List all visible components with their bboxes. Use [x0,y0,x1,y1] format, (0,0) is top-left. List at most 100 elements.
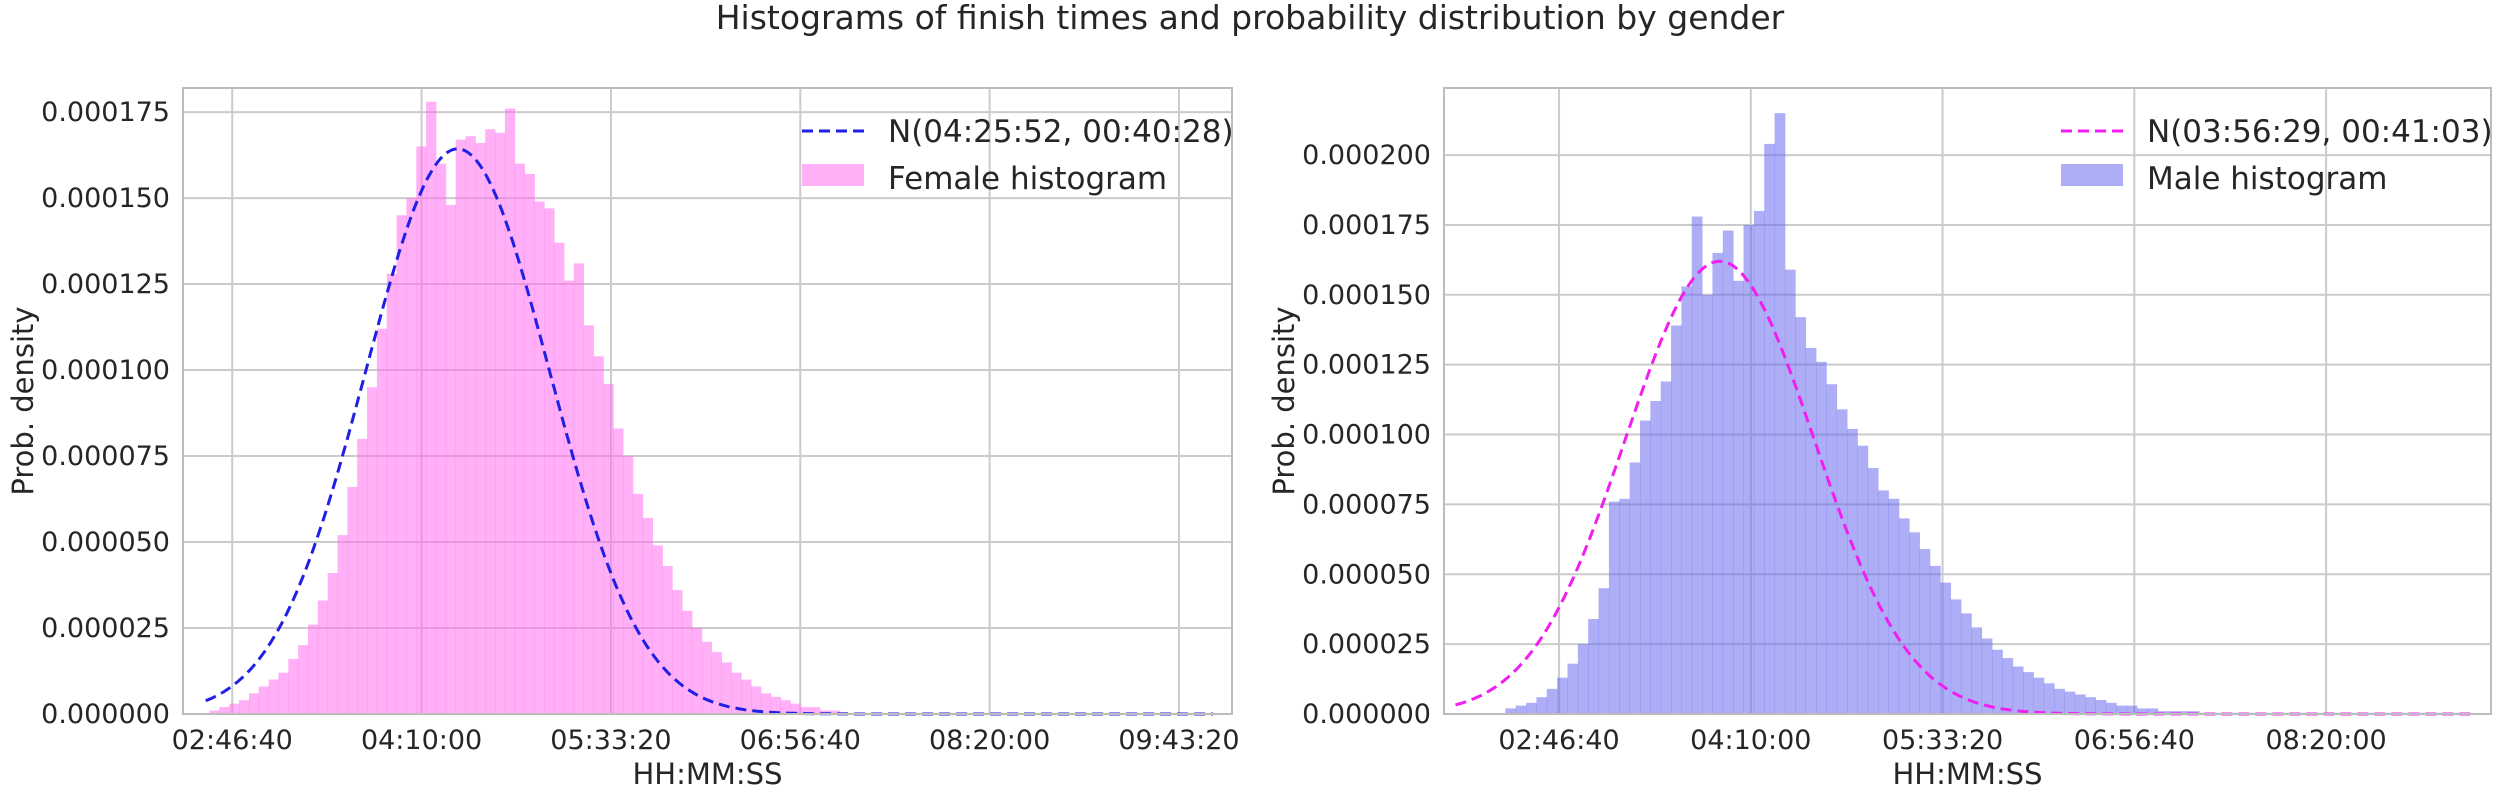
histogram-bar [563,280,575,714]
histogram-bar [1929,565,1941,714]
histogram-bar [2126,705,2138,714]
histogram-bar [721,662,732,714]
histogram-bar [416,146,427,714]
histogram-bar [406,198,417,715]
histogram-bar [209,710,220,714]
histogram-bar [554,242,565,714]
histogram-bar [2137,708,2148,714]
histogram-bar [248,693,260,714]
histogram-bar [396,215,407,714]
y-tick-label: 0.000175 [1302,210,1431,241]
y-axis-label: Prob. density [1267,306,1301,495]
histogram-bar [426,101,437,714]
x-axis-label: HH:MM:SS [632,757,782,789]
histogram-bar [2147,708,2159,714]
histogram-bar [1619,498,1631,714]
histogram-bar [278,672,289,714]
legend-fit-label: N(04:25:52, 00:40:28) [888,114,1234,150]
histogram-bar [1992,649,2003,714]
histogram-bar [357,438,368,714]
y-tick-label: 0.000050 [1302,559,1431,590]
legend-fit-label: N(03:56:29, 00:41:03) [2147,114,2493,150]
histogram-bar [337,535,348,714]
histogram-bar [2074,694,2086,714]
histogram-bar [603,383,614,714]
histogram-bar [504,108,516,715]
histogram-bar [573,263,585,714]
histogram-bar [2054,688,2065,714]
histogram-bar [445,204,457,714]
histogram-bar [711,652,722,714]
histogram-bar [1567,663,1579,714]
histogram-bar [1805,347,1817,714]
plot-frame [1443,87,2492,715]
histogram-bar [1919,549,1931,714]
y-tick-label: 0.000025 [1302,629,1431,660]
histogram-bar [1526,702,1537,714]
histogram-bar [455,139,466,715]
histogram-bar [229,703,240,714]
histogram-bar [2023,672,2034,714]
histogram-bar [682,610,693,714]
histogram-bar [800,707,811,714]
histogram-bar [1971,627,1983,714]
histogram-bar [239,700,250,714]
histogram-bar [298,645,309,714]
histogram-bar [810,707,821,714]
y-tick-label: 0.000150 [41,183,170,214]
histogram-bar [1536,697,1548,714]
histogram-bar [1898,518,1910,714]
histogram-bar [1784,269,1796,714]
histogram-bar [2064,691,2076,714]
histogram-bar [1857,445,1869,714]
histogram-bar [367,387,378,714]
y-tick-label: 0.000200 [1302,140,1431,171]
normal-fit-curve [1455,259,2472,716]
histogram-bar [475,143,486,715]
histogram-bar [1660,381,1672,714]
histogram-bar [1650,401,1662,714]
histogram-bar [1847,428,1858,714]
x-axis-label: HH:MM:SS [1892,757,2042,789]
histogram-bar [1753,210,1765,714]
histogram-bar [317,600,329,714]
x-tick-label: 06:56:40 [2074,725,2195,756]
histogram-bar [386,273,397,714]
y-tick-label: 0.000150 [1302,280,1431,311]
histogram-bar [258,686,269,714]
x-tick-label: 04:10:00 [1690,725,1811,756]
histogram-bar [2043,683,2055,714]
histogram-bar [1960,613,1972,714]
histogram-bar [1878,490,1889,714]
histogram-bar [1598,588,1610,714]
y-tick-label: 0.000125 [41,269,170,300]
histogram-bar [1712,252,1724,715]
histogram-bar [662,566,673,714]
histogram-bar [741,679,752,714]
legend-bar-swatch [802,164,864,186]
histogram-bar [347,486,358,714]
x-tick-label: 02:46:40 [172,725,293,756]
histogram-bar [642,517,653,714]
histogram-bar [1764,143,1775,715]
histogram-bar [672,590,683,714]
x-tick-label: 08:20:00 [929,725,1050,756]
histogram-bar [1681,286,1693,714]
histogram-bar [485,129,496,714]
x-tick-label: 09:43:20 [1118,725,1239,756]
histogram-bar [613,428,624,714]
histogram-bar [524,173,535,714]
histogram-bar [288,658,299,714]
histogram-bar [514,163,525,714]
histogram-bar [1743,224,1755,714]
histogram-bar [1588,618,1599,714]
histogram-bar [2085,697,2096,714]
histogram-bar [1981,638,1993,714]
histogram-bar [1836,409,1848,714]
legend-bar-swatch [2061,164,2123,186]
histogram-bar [268,679,279,714]
legend-histogram-label: Male histogram [2147,161,2387,197]
y-tick-label: 0.000075 [1302,489,1431,520]
histogram-bar [2012,666,2024,714]
